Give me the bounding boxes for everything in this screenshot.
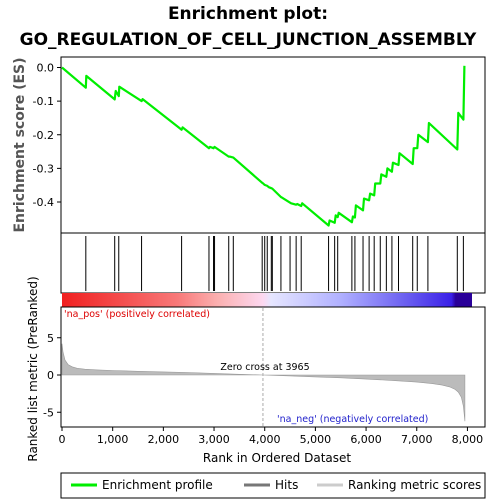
es-ytick-label: -0.1 (33, 95, 54, 108)
metric-ytick-label: -5 (43, 406, 54, 419)
metric-axis-label: Ranked list metric (PreRanked) (26, 276, 40, 461)
chart-title-line2: GO_REGULATION_OF_CELL_JUNCTION_ASSEMBLY (20, 30, 477, 50)
xtick-label: 1,000 (97, 433, 129, 446)
xtick-label: 0 (59, 433, 66, 446)
legend-metric-label: Ranking metric scores (348, 478, 481, 492)
neg-correlated-label: 'na_neg' (negatively correlated) (277, 414, 428, 425)
metric-ytick-label: 5 (47, 332, 54, 345)
xtick-label: 7,000 (401, 433, 433, 446)
enrichment-profile-line (61, 65, 466, 227)
chart-title-line1: Enrichment plot: (168, 4, 328, 24)
zero-cross-label: Zero cross at 3965 (220, 362, 309, 373)
es-ytick-label: -0.3 (33, 162, 54, 175)
es-ytick-label: 0.0 (37, 62, 55, 75)
xtick-label: 2,000 (148, 433, 180, 446)
hits-panel-frame (60, 232, 486, 294)
xtick-label: 3,000 (198, 433, 230, 446)
xtick-label: 8,000 (452, 433, 484, 446)
xtick-label: 6,000 (350, 433, 382, 446)
legend-box (60, 472, 486, 499)
metric-panel-frame (60, 306, 486, 428)
x-axis-label: Rank in Ordered Dataset (203, 451, 351, 465)
legend-hits-label: Hits (275, 478, 298, 492)
xtick-label: 5,000 (300, 433, 332, 446)
es-panel-frame (60, 56, 486, 234)
es-ytick-label: -0.4 (33, 196, 54, 209)
metric-ytick-label: 0 (47, 369, 54, 382)
pos-correlated-label: 'na_pos' (positively correlated) (64, 309, 210, 320)
ranking-metric-area (61, 343, 466, 422)
xtick-label: 4,000 (249, 433, 281, 446)
legend-profile-label: Enrichment profile (102, 478, 213, 492)
ranking-heat-strip (62, 293, 472, 307)
es-axis-label: Enrichment score (ES) (12, 57, 28, 232)
es-ytick-label: -0.2 (33, 129, 54, 142)
